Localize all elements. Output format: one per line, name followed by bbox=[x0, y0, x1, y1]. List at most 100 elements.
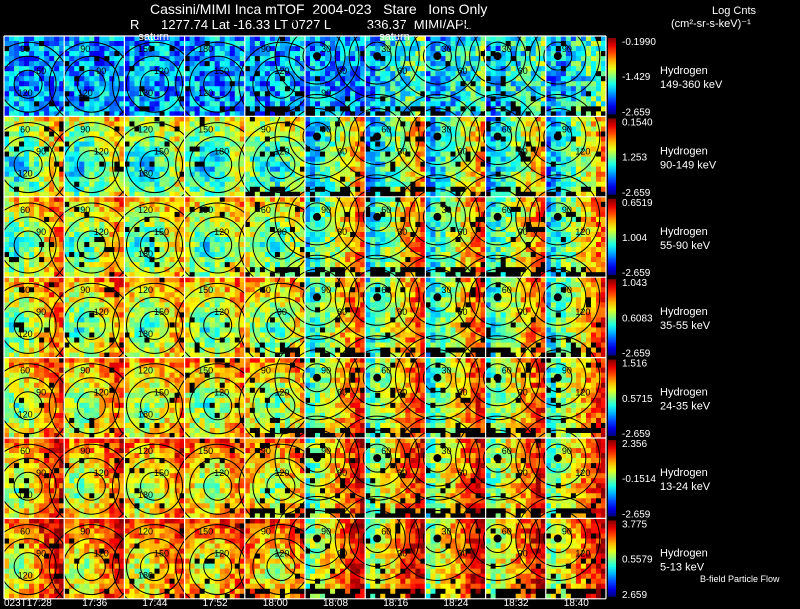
planet-marker bbox=[493, 52, 502, 61]
energy-range-label: 13-24 keV bbox=[660, 481, 711, 493]
energy-range-label: 24-35 keV bbox=[660, 401, 711, 413]
contour-label: 60 bbox=[261, 285, 271, 295]
contour-lines bbox=[515, 94, 601, 179]
time-tick-label: 18:08 bbox=[323, 598, 348, 609]
colorbar bbox=[608, 359, 616, 436]
species-label: Hydrogen bbox=[660, 547, 708, 559]
contour-label: 90 bbox=[80, 285, 90, 295]
planet-marker bbox=[373, 373, 382, 382]
contour-label: 120 bbox=[94, 548, 109, 558]
contour-label: 90 bbox=[321, 205, 331, 215]
time-tick-label: 18:24 bbox=[443, 598, 468, 609]
colorbar-min-label: -2.659 bbox=[622, 349, 651, 360]
planet-marker bbox=[493, 212, 502, 221]
contour-lines bbox=[274, 496, 360, 581]
contour-label: 30 bbox=[441, 446, 451, 456]
colorbar-mid-label: 0.6083 bbox=[622, 313, 653, 324]
contour-label: 60 bbox=[518, 66, 528, 76]
contour-label: 90 bbox=[80, 366, 90, 376]
contour-label: 90 bbox=[80, 205, 90, 215]
contour-label: 180 bbox=[138, 410, 153, 420]
contour-label: 60 bbox=[20, 124, 30, 134]
contour-label: 90 bbox=[321, 446, 331, 456]
contour-lines bbox=[334, 496, 420, 581]
colorbar bbox=[608, 118, 616, 195]
planet-marker bbox=[433, 373, 442, 382]
image-panel: 120 150 180 bbox=[112, 438, 197, 529]
contour-label: 90 bbox=[80, 44, 90, 54]
contour-label: 180 bbox=[138, 570, 153, 580]
contour-label: 60 bbox=[20, 366, 30, 376]
image-panel: 60 90 bbox=[455, 496, 547, 600]
planet-marker bbox=[373, 454, 382, 463]
contour-label: 90 bbox=[321, 285, 331, 295]
contour-label: 60 bbox=[261, 205, 271, 215]
image-panel: 90 120 bbox=[48, 357, 134, 449]
contour-label: 120 bbox=[274, 388, 289, 398]
image-panel: 90 60 bbox=[274, 335, 366, 439]
contour-label: 90 bbox=[321, 526, 331, 536]
energy-range-label: 90-149 keV bbox=[660, 159, 717, 171]
contour-label: 60 bbox=[457, 548, 467, 558]
contour-lines bbox=[515, 13, 601, 99]
image-panel: 150 120 bbox=[175, 438, 261, 529]
contour-label: 150 bbox=[138, 44, 153, 54]
image-panel: 90 120 bbox=[515, 415, 607, 519]
contour-lines bbox=[455, 496, 541, 581]
image-panel: 30 60 90 bbox=[274, 13, 366, 117]
saturn-label: saturn bbox=[138, 31, 169, 43]
contour-label: 180 bbox=[138, 249, 153, 259]
image-panel: 90 bbox=[515, 13, 607, 117]
contour-label: 30 bbox=[441, 205, 451, 215]
time-tick-label: 18:40 bbox=[564, 598, 589, 609]
contour-label: 150 bbox=[198, 366, 213, 376]
contour-label: 30 bbox=[397, 146, 407, 156]
contour-label: 120 bbox=[214, 388, 229, 398]
contour-label: 120 bbox=[138, 446, 153, 456]
contour-label: 120 bbox=[94, 146, 109, 156]
planet-marker bbox=[313, 293, 321, 302]
planet-marker bbox=[373, 52, 382, 61]
contour-label: 120 bbox=[575, 468, 590, 478]
contour-lines bbox=[274, 94, 360, 179]
contour-label: 90 bbox=[321, 124, 331, 134]
colorbar-mid-label: 0.5715 bbox=[622, 394, 653, 405]
contour-label: 60 bbox=[397, 66, 407, 76]
contour-label: 150 bbox=[198, 205, 213, 215]
image-panel: 90 60 bbox=[274, 496, 366, 600]
contour-label: 150 bbox=[154, 146, 169, 156]
contour-label: 120 bbox=[138, 285, 153, 295]
contour-label: 60 bbox=[20, 285, 30, 295]
planet-marker bbox=[313, 212, 321, 221]
contour-label: 120 bbox=[138, 366, 153, 376]
planet-marker bbox=[493, 132, 502, 141]
image-panel: 60 30 bbox=[334, 415, 426, 519]
contour-label: 90 bbox=[80, 124, 90, 134]
contour-lines bbox=[394, 13, 480, 99]
contour-label: 180 bbox=[138, 168, 153, 178]
contour-label: 120 bbox=[214, 227, 229, 237]
image-panel: 90 120 bbox=[515, 335, 607, 439]
planet-marker bbox=[553, 454, 562, 463]
image-panel: 150 120 180 bbox=[112, 36, 197, 127]
contour-label: 120 bbox=[138, 205, 153, 215]
contour-label: 90 bbox=[277, 307, 287, 317]
colorbar bbox=[608, 440, 616, 517]
planet-marker bbox=[313, 373, 321, 382]
contour-label: 90 bbox=[261, 124, 271, 134]
contour-label: 60 bbox=[381, 526, 391, 536]
image-panel: 60 30 bbox=[334, 174, 426, 278]
contour-lines bbox=[334, 415, 420, 501]
contour-lines bbox=[334, 13, 420, 99]
species-label: Hydrogen bbox=[660, 145, 708, 157]
planet-marker bbox=[493, 454, 502, 463]
contour-label: 60 bbox=[20, 205, 30, 215]
contour-lines bbox=[274, 335, 360, 421]
time-tick-label: 18:00 bbox=[263, 598, 288, 609]
contour-label: 120 bbox=[575, 146, 590, 156]
contour-lines bbox=[274, 13, 360, 99]
colorbar-max-label: 3.775 bbox=[622, 519, 647, 530]
saturn-label: saturn bbox=[379, 31, 410, 43]
contour-label: 180 bbox=[138, 88, 153, 98]
